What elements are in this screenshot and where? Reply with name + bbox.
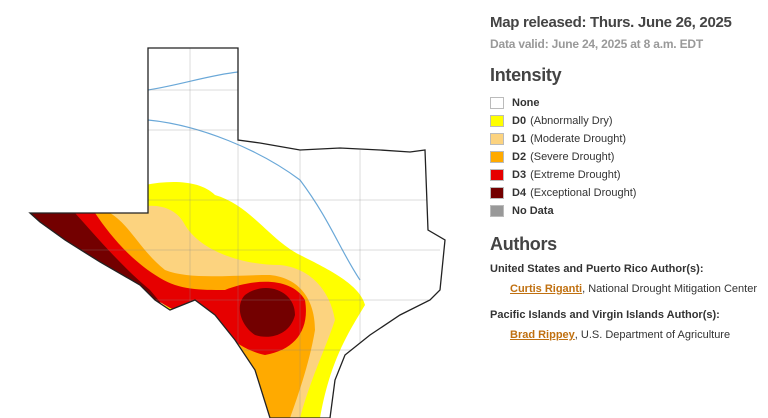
author-affiliation: , U.S. Department of Agriculture — [574, 329, 731, 341]
author-line: Brad Rippey, U.S. Department of Agricult… — [510, 329, 765, 341]
intensity-title: Intensity — [490, 65, 562, 85]
authors-section: Authors United States and Puerto Rico Au… — [490, 234, 765, 341]
author-link[interactable]: Curtis Riganti — [510, 283, 583, 295]
legend-item: D1 (Moderate Drought) — [490, 130, 765, 148]
legend-code: D3 — [512, 169, 527, 181]
legend-desc: (Moderate Drought) — [530, 133, 627, 145]
legend-swatch — [490, 169, 504, 181]
author-heading: Pacific Islands and Virgin Islands Autho… — [490, 309, 720, 321]
legend-desc: (Exceptional Drought) — [530, 187, 637, 199]
legend-item: D4 (Exceptional Drought) — [490, 184, 765, 202]
legend-code: D2 — [512, 151, 527, 163]
legend-swatch — [490, 151, 504, 163]
legend-swatch — [490, 187, 504, 199]
legend-code: D4 — [512, 187, 527, 199]
legend-swatch — [490, 205, 504, 217]
legend-code: None — [512, 97, 540, 109]
legend-desc: (Extreme Drought) — [530, 169, 621, 181]
legend-desc: (Severe Drought) — [530, 151, 615, 163]
legend-desc: (Abnormally Dry) — [530, 115, 613, 127]
legend-item: None — [490, 94, 765, 112]
legend-item: D3 (Extreme Drought) — [490, 166, 765, 184]
data-valid: Data valid: June 24, 2025 at 8 a.m. EDT — [490, 37, 703, 51]
legend-items: None D0 (Abnormally Dry) D1 (Moderate Drough… — [490, 94, 765, 220]
map-released: Map released: Thurs. June 26, 2025 — [490, 14, 732, 31]
map-regions — [30, 48, 440, 418]
legend-swatch — [490, 133, 504, 145]
authors-title: Authors — [490, 234, 557, 254]
author-heading: United States and Puerto Rico Author(s): — [490, 263, 704, 275]
legend-panel: Map released: Thurs. June 26, 2025 Data … — [490, 10, 765, 355]
drought-map — [28, 47, 446, 418]
legend-swatch — [490, 97, 504, 109]
region-d4 — [30, 213, 295, 337]
legend-code: No Data — [512, 205, 554, 217]
author-affiliation: , National Drought Mitigation Center — [582, 283, 757, 295]
state-outline — [28, 47, 446, 418]
author-line: Curtis Riganti, National Drought Mitigat… — [510, 283, 765, 295]
legend-code: D0 — [512, 115, 527, 127]
legend-item: D2 (Severe Drought) — [490, 148, 765, 166]
author-groups: United States and Puerto Rico Author(s):… — [490, 263, 765, 341]
legend-swatch — [490, 115, 504, 127]
legend-item: D0 (Abnormally Dry) — [490, 112, 765, 130]
legend-item: No Data — [490, 202, 765, 220]
legend-code: D1 — [512, 133, 527, 145]
author-link[interactable]: Brad Rippey — [510, 329, 575, 341]
